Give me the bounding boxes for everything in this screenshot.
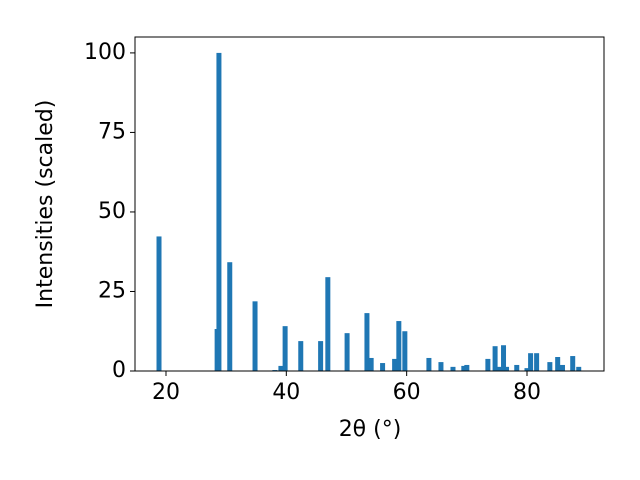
x-tick-label: 60 — [393, 380, 421, 405]
x-axis-label: 2θ (°) — [339, 417, 402, 442]
x-tick-label: 20 — [152, 380, 180, 405]
bar — [344, 333, 350, 371]
bar — [426, 357, 432, 371]
y-tick-label: 75 — [98, 119, 126, 144]
y-tick-label: 50 — [98, 199, 126, 224]
bar — [450, 366, 456, 371]
bar — [524, 368, 530, 371]
bar — [514, 364, 520, 371]
bar — [547, 362, 553, 371]
bar — [252, 301, 258, 371]
bar — [485, 358, 491, 371]
plot-frame — [134, 36, 605, 372]
bar — [380, 363, 386, 371]
bar — [528, 353, 534, 371]
bar — [438, 362, 444, 371]
bar — [555, 357, 561, 371]
bar — [325, 277, 331, 371]
x-tick-label: 40 — [272, 380, 300, 405]
bar — [282, 326, 288, 371]
bar — [364, 313, 370, 371]
y-tick-label: 25 — [98, 278, 126, 303]
bar — [464, 364, 470, 371]
bar — [368, 357, 374, 371]
bar — [576, 366, 582, 371]
bar — [318, 341, 324, 371]
bar — [156, 236, 162, 371]
bar — [570, 356, 576, 371]
bar — [504, 366, 510, 371]
bar — [396, 321, 402, 371]
bar — [227, 262, 233, 371]
bar — [278, 365, 284, 371]
bar — [559, 364, 565, 371]
bar — [392, 358, 398, 371]
y-tick-label: 100 — [84, 40, 126, 65]
y-tick-label: 0 — [112, 358, 126, 383]
bar — [402, 331, 408, 371]
bar — [496, 366, 502, 371]
bar — [501, 345, 507, 371]
bar — [216, 52, 222, 372]
bar — [461, 365, 467, 371]
y-axis-label: Intensities (scaled) — [33, 100, 58, 309]
x-tick-label: 80 — [513, 380, 541, 405]
bar — [534, 353, 540, 371]
bar — [492, 346, 498, 371]
bar — [298, 341, 304, 371]
